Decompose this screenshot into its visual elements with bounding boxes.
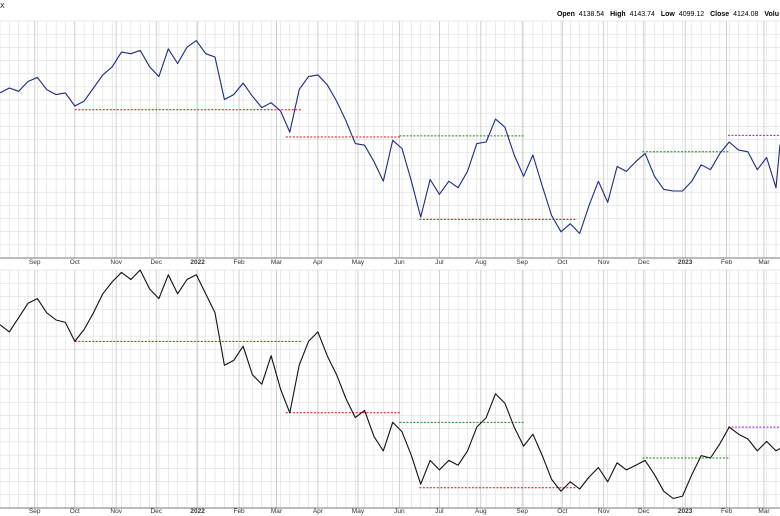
high-label: High xyxy=(610,11,626,18)
x-tick-label: Dec xyxy=(150,508,162,515)
x-tick-label: Sep xyxy=(516,508,528,515)
x-tick-label: May xyxy=(352,259,365,266)
x-tick-label: Mar xyxy=(758,259,770,266)
x-tick-label: Mar xyxy=(271,508,283,515)
x-tick-label: Nov xyxy=(598,508,610,515)
x-tick-label: Sep xyxy=(29,259,41,266)
x-tick-label: May xyxy=(352,508,365,515)
x-tick-label: Feb xyxy=(721,259,733,266)
x-tick-label: Mar xyxy=(271,259,283,266)
x-tick-label: Nov xyxy=(598,259,610,266)
high-value: 4143.74 xyxy=(630,11,655,18)
x-tick-label: Dec xyxy=(638,259,650,266)
x-tick-label: Nov xyxy=(110,508,122,515)
open-label: Open xyxy=(557,11,575,18)
close-value: 4124.08 xyxy=(733,11,758,18)
x-tick-label: Oct xyxy=(70,508,80,515)
annotation-layer xyxy=(74,109,780,489)
x-tick-label: Mar xyxy=(758,508,770,515)
x-tick-label: 2023 xyxy=(678,259,693,266)
indicator-series-line xyxy=(0,269,780,500)
x-tick-label: 2022 xyxy=(190,508,205,515)
price-series-line xyxy=(0,40,780,235)
grid-layer xyxy=(0,20,780,509)
x-axis-layer: Sep Oct Nov Dec 2022 Feb Mar Apr May Jun Jul Aug Sep… xyxy=(0,257,780,515)
x-tick-label: Feb xyxy=(233,259,245,266)
x-tick-label: Jul xyxy=(435,508,444,515)
open-value: 4138.54 xyxy=(579,11,604,18)
x-tick-label: Dec xyxy=(150,259,162,266)
close-label: Close xyxy=(710,11,729,18)
volume-label: Volu xyxy=(764,11,779,18)
x-tick-label: 2023 xyxy=(678,508,693,515)
symbol-label: X xyxy=(0,3,5,10)
x-tick-label: Dec xyxy=(638,508,650,515)
ohlc-readout: Open 4138.54 High 4143.74 Low 4099.12 Cl… xyxy=(557,11,779,18)
x-tick-label: Oct xyxy=(70,259,80,266)
x-tick-label: Sep xyxy=(29,508,41,515)
x-tick-label: Oct xyxy=(557,508,567,515)
series-layer xyxy=(0,40,780,500)
x-tick-label: Nov xyxy=(110,259,122,266)
low-label: Low xyxy=(661,11,676,18)
x-tick-label: Apr xyxy=(313,508,324,515)
x-tick-label: Jun xyxy=(394,508,405,515)
x-tick-label: Oct xyxy=(557,259,567,266)
x-tick-label: Aug xyxy=(475,508,487,515)
x-tick-label: 2022 xyxy=(190,259,205,266)
x-tick-label: Sep xyxy=(516,259,528,266)
low-value: 4099.12 xyxy=(679,11,704,18)
x-tick-label: Jun xyxy=(394,259,405,266)
x-tick-label: Aug xyxy=(475,259,487,266)
x-tick-label: Apr xyxy=(313,259,324,266)
x-tick-label: Feb xyxy=(721,508,733,515)
x-tick-label: Feb xyxy=(233,508,245,515)
x-tick-label: Jul xyxy=(435,259,444,266)
